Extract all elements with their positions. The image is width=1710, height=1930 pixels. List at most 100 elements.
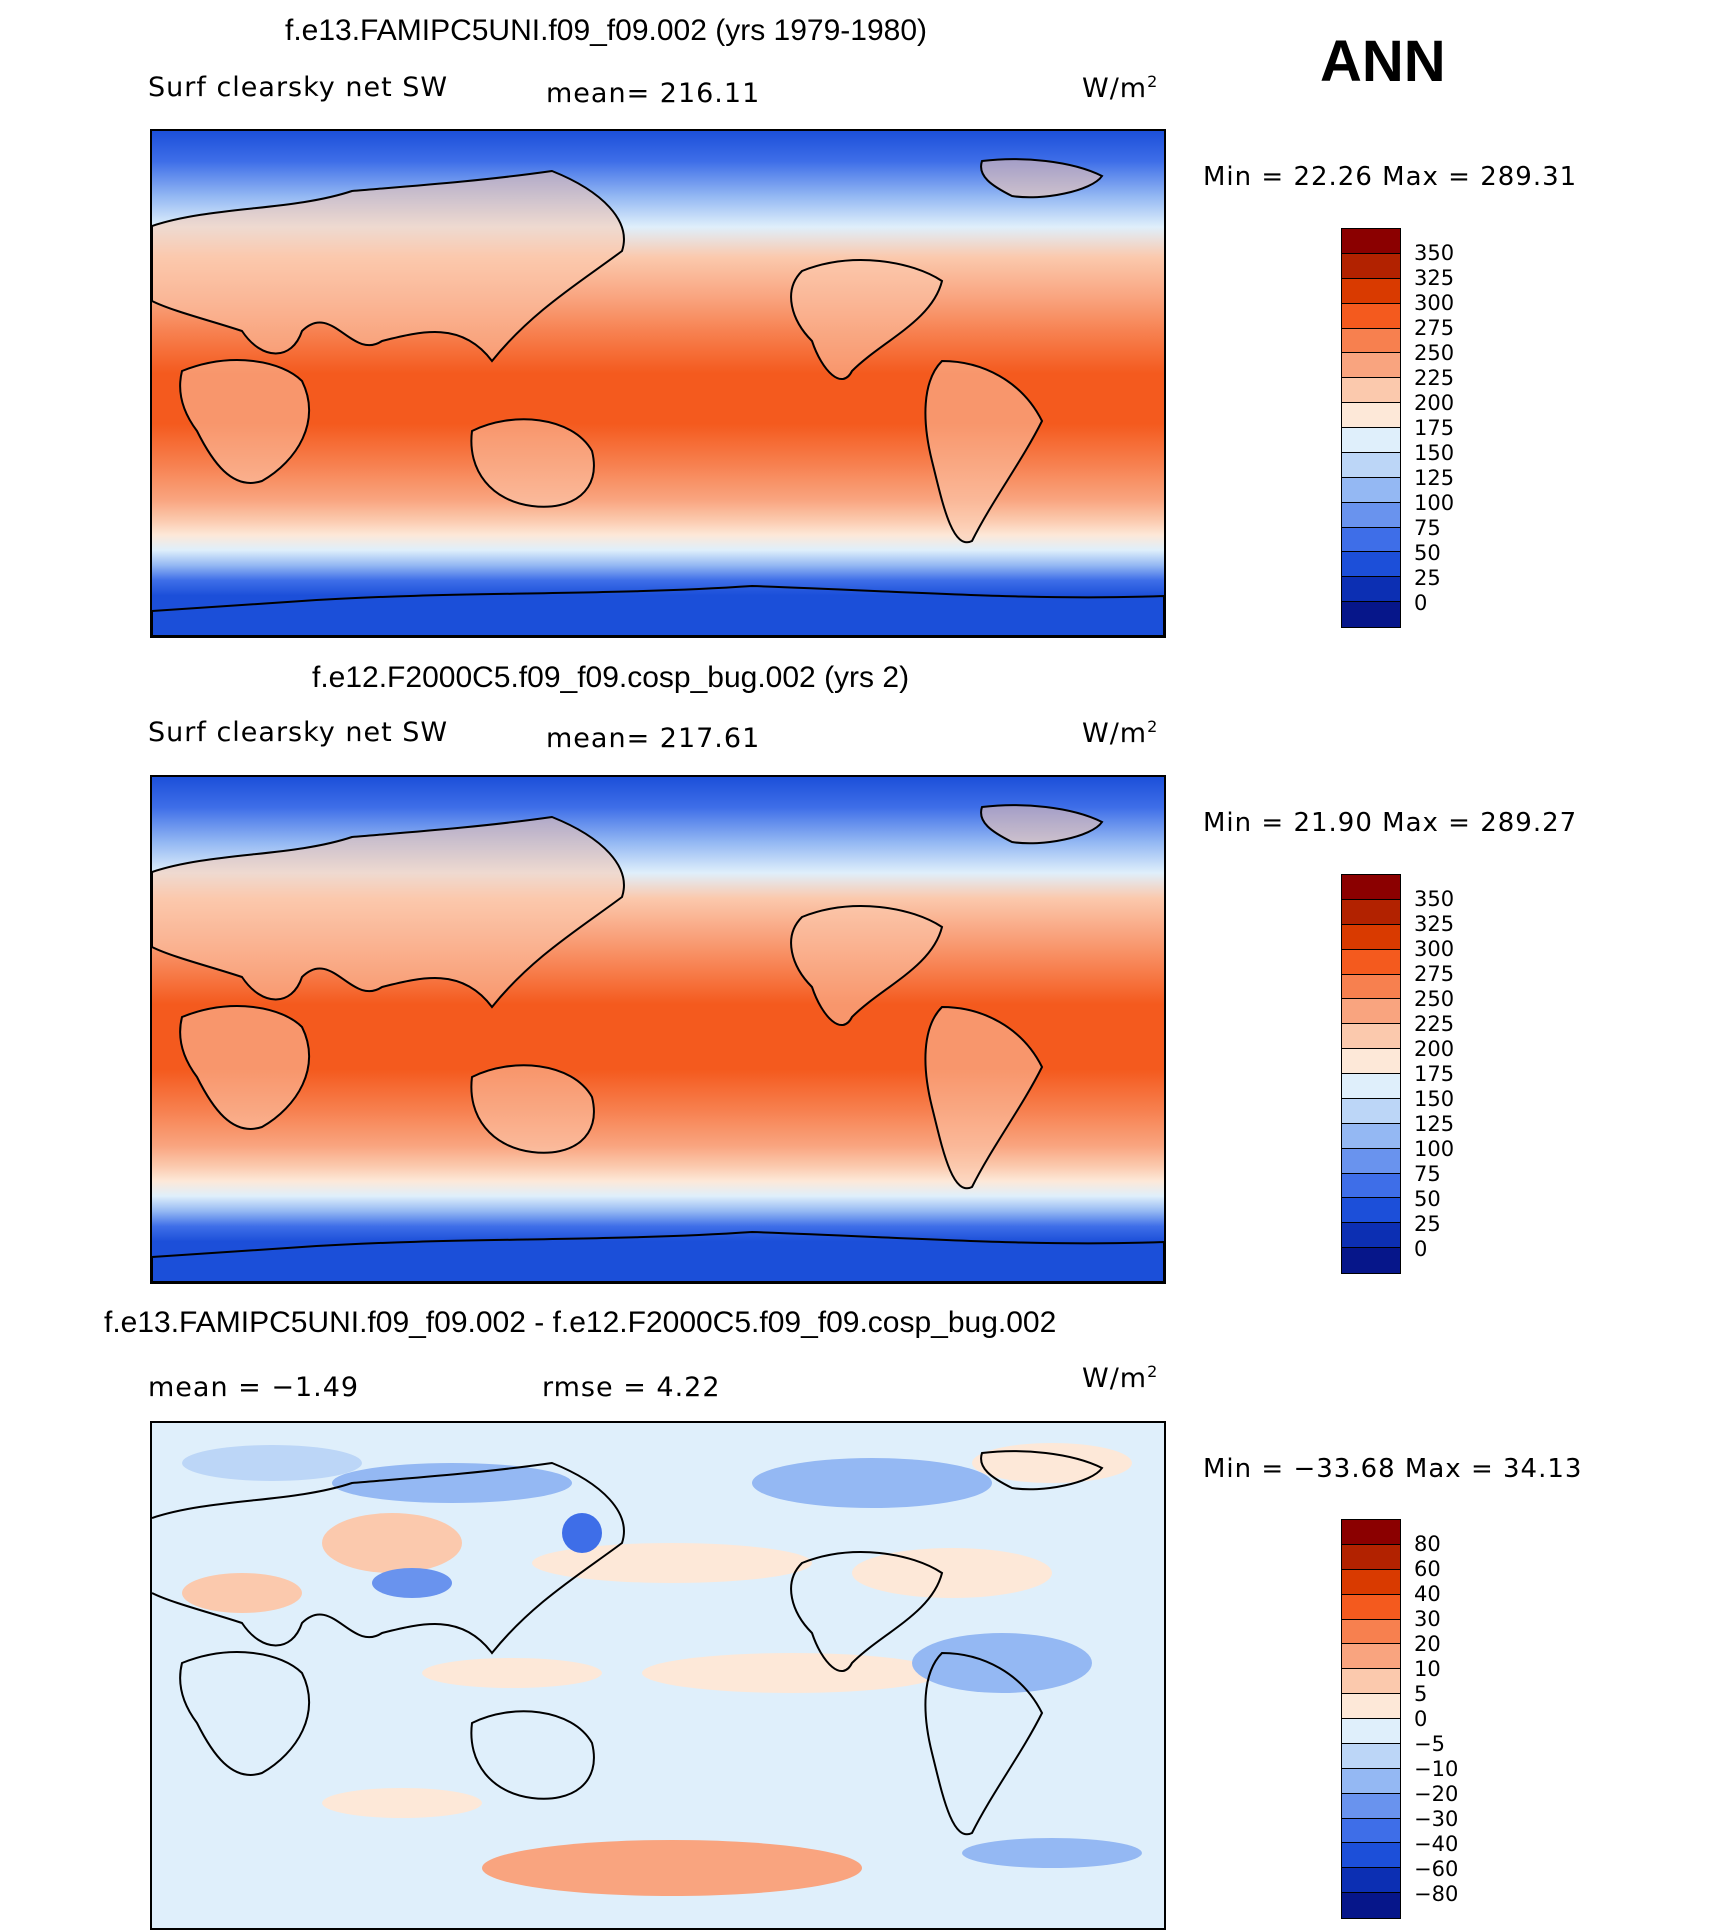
panel-3-map-svg <box>152 1423 1164 1928</box>
panel-2-units: W/m2 <box>1082 717 1159 749</box>
colorbar-swatch <box>1342 1719 1400 1744</box>
colorbar-swatch <box>1342 477 1400 503</box>
colorbar-tick-label: −80 <box>1414 1882 1459 1906</box>
panel-3-mean-label: mean = −1.49 <box>148 1372 360 1403</box>
colorbar-swatch <box>1342 527 1400 553</box>
colorbar-tick-label: 0 <box>1414 591 1428 615</box>
season-label: ANN <box>1320 29 1446 94</box>
colorbar-tick-label: −60 <box>1414 1857 1459 1881</box>
colorbar-tick-label: 250 <box>1414 987 1455 1011</box>
panel-1-minmax: Min = 22.26 Max = 289.31 <box>1203 162 1578 192</box>
colorbar-tick-label: 175 <box>1414 1062 1455 1086</box>
colorbar-swatch <box>1342 1198 1400 1224</box>
colorbar-tick-label: 350 <box>1414 887 1455 911</box>
colorbar-swatch <box>1342 1594 1400 1620</box>
colorbar-swatch <box>1342 949 1400 975</box>
colorbar-swatch <box>1342 577 1400 603</box>
colorbar-tick-label: 30 <box>1414 1607 1441 1631</box>
colorbar-swatch <box>1342 1669 1400 1695</box>
colorbar-tick-label: 200 <box>1414 391 1455 415</box>
panel-3-minmax: Min = −33.68 Max = 34.13 <box>1203 1454 1583 1484</box>
colorbar-tick-label: 150 <box>1414 1087 1455 1111</box>
colorbar-tick-label: −20 <box>1414 1782 1459 1806</box>
colorbar-tick-label: 5 <box>1414 1682 1428 1706</box>
colorbar-swatch <box>1342 899 1400 925</box>
colorbar-swatch <box>1342 1173 1400 1199</box>
colorbar-swatch <box>1342 452 1400 478</box>
colorbar-tick-label: 80 <box>1414 1532 1441 1556</box>
colorbar-swatch <box>1342 1148 1400 1174</box>
panel-2-title: f.e12.F2000C5.f09_f09.cosp_bug.002 (yrs … <box>312 661 910 694</box>
colorbar-swatch <box>1342 1049 1400 1074</box>
panel-1-coastlines <box>152 158 1164 636</box>
colorbar-tick-label: 275 <box>1414 962 1455 986</box>
colorbar-swatch <box>1342 403 1400 428</box>
colorbar-tick-label: 60 <box>1414 1557 1441 1581</box>
panel-2-colorbar-labels: 350 325 300 275 250 225 200 175 150 125 100 75 50 25 0 <box>1414 887 1454 1262</box>
colorbar-tick-label: 25 <box>1414 1212 1441 1236</box>
colorbar-swatch <box>1342 1843 1400 1869</box>
colorbar-swatch <box>1342 552 1400 578</box>
colorbar-tick-label: 50 <box>1414 541 1441 565</box>
colorbar-swatch <box>1342 253 1400 279</box>
colorbar-tick-label: 0 <box>1414 1237 1428 1261</box>
colorbar-swatch <box>1342 999 1400 1025</box>
panel-3-coastlines <box>152 1450 1104 1836</box>
colorbar-swatch <box>1342 1619 1400 1645</box>
colorbar-swatch <box>1342 1743 1400 1769</box>
colorbar-tick-label: 350 <box>1414 241 1455 265</box>
colorbar-swatch <box>1342 1098 1400 1124</box>
panel-1-mean-label: mean= 216.11 <box>546 78 761 109</box>
colorbar-tick-label: 20 <box>1414 1632 1441 1656</box>
panel-2-map-svg <box>152 777 1164 1282</box>
panel-2-coastlines <box>152 804 1164 1282</box>
colorbar-swatch <box>1342 1768 1400 1794</box>
colorbar-tick-label: 100 <box>1414 491 1455 515</box>
panel-1-units: W/m2 <box>1082 72 1159 104</box>
colorbar-tick-label: 10 <box>1414 1657 1441 1681</box>
colorbar-tick-label: −10 <box>1414 1757 1459 1781</box>
colorbar-tick-label: 225 <box>1414 1012 1455 1036</box>
panel-2-mean-label: mean= 217.61 <box>546 723 761 754</box>
colorbar-swatch <box>1342 303 1400 329</box>
colorbar-tick-label: 75 <box>1414 516 1441 540</box>
colorbar-swatch <box>1342 1818 1400 1844</box>
colorbar-swatch <box>1342 353 1400 379</box>
panel-3-map <box>150 1421 1166 1930</box>
colorbar-swatch <box>1342 1024 1400 1050</box>
colorbar-tick-label: 40 <box>1414 1582 1441 1606</box>
colorbar-tick-label: 325 <box>1414 912 1455 936</box>
colorbar-swatch <box>1342 1074 1400 1099</box>
panel-3-anomalies <box>182 1443 1142 1896</box>
panel-3-colorbar <box>1341 1519 1401 1919</box>
colorbar-swatch <box>1342 1868 1400 1894</box>
colorbar-tick-label: 225 <box>1414 366 1455 390</box>
panel-1-title: f.e13.FAMIPC5UNI.f09_f09.002 (yrs 1979-1… <box>285 14 928 47</box>
colorbar-tick-label: 100 <box>1414 1137 1455 1161</box>
colorbar-tick-label: 175 <box>1414 416 1455 440</box>
colorbar-tick-label: 300 <box>1414 937 1455 961</box>
colorbar-swatch <box>1342 278 1400 304</box>
panel-2-map <box>150 775 1166 1284</box>
colorbar-swatch <box>1342 1644 1400 1670</box>
panel-3-title: f.e13.FAMIPC5UNI.f09_f09.002 - f.e12.F20… <box>104 1306 1057 1339</box>
colorbar-swatch <box>1342 875 1400 900</box>
colorbar-swatch <box>1342 428 1400 453</box>
colorbar-swatch <box>1342 924 1400 950</box>
colorbar-swatch <box>1342 328 1400 354</box>
colorbar-tick-label: 25 <box>1414 566 1441 590</box>
panel-2-colorbar <box>1341 874 1401 1274</box>
colorbar-swatch <box>1342 1569 1400 1595</box>
colorbar-swatch <box>1342 502 1400 528</box>
panel-1-map-svg <box>152 131 1164 636</box>
colorbar-swatch <box>1342 229 1400 254</box>
colorbar-tick-label: 0 <box>1414 1707 1428 1731</box>
colorbar-swatch <box>1342 1223 1400 1249</box>
colorbar-swatch <box>1342 1893 1400 1918</box>
panel-1-colorbar-labels: 350 325 300 275 250 225 200 175 150 125 100 75 50 25 0 <box>1414 241 1454 616</box>
colorbar-tick-label: 50 <box>1414 1187 1441 1211</box>
colorbar-swatch <box>1342 1793 1400 1819</box>
colorbar-tick-label: 250 <box>1414 341 1455 365</box>
colorbar-swatch <box>1342 1520 1400 1545</box>
colorbar-tick-label: 125 <box>1414 1112 1455 1136</box>
